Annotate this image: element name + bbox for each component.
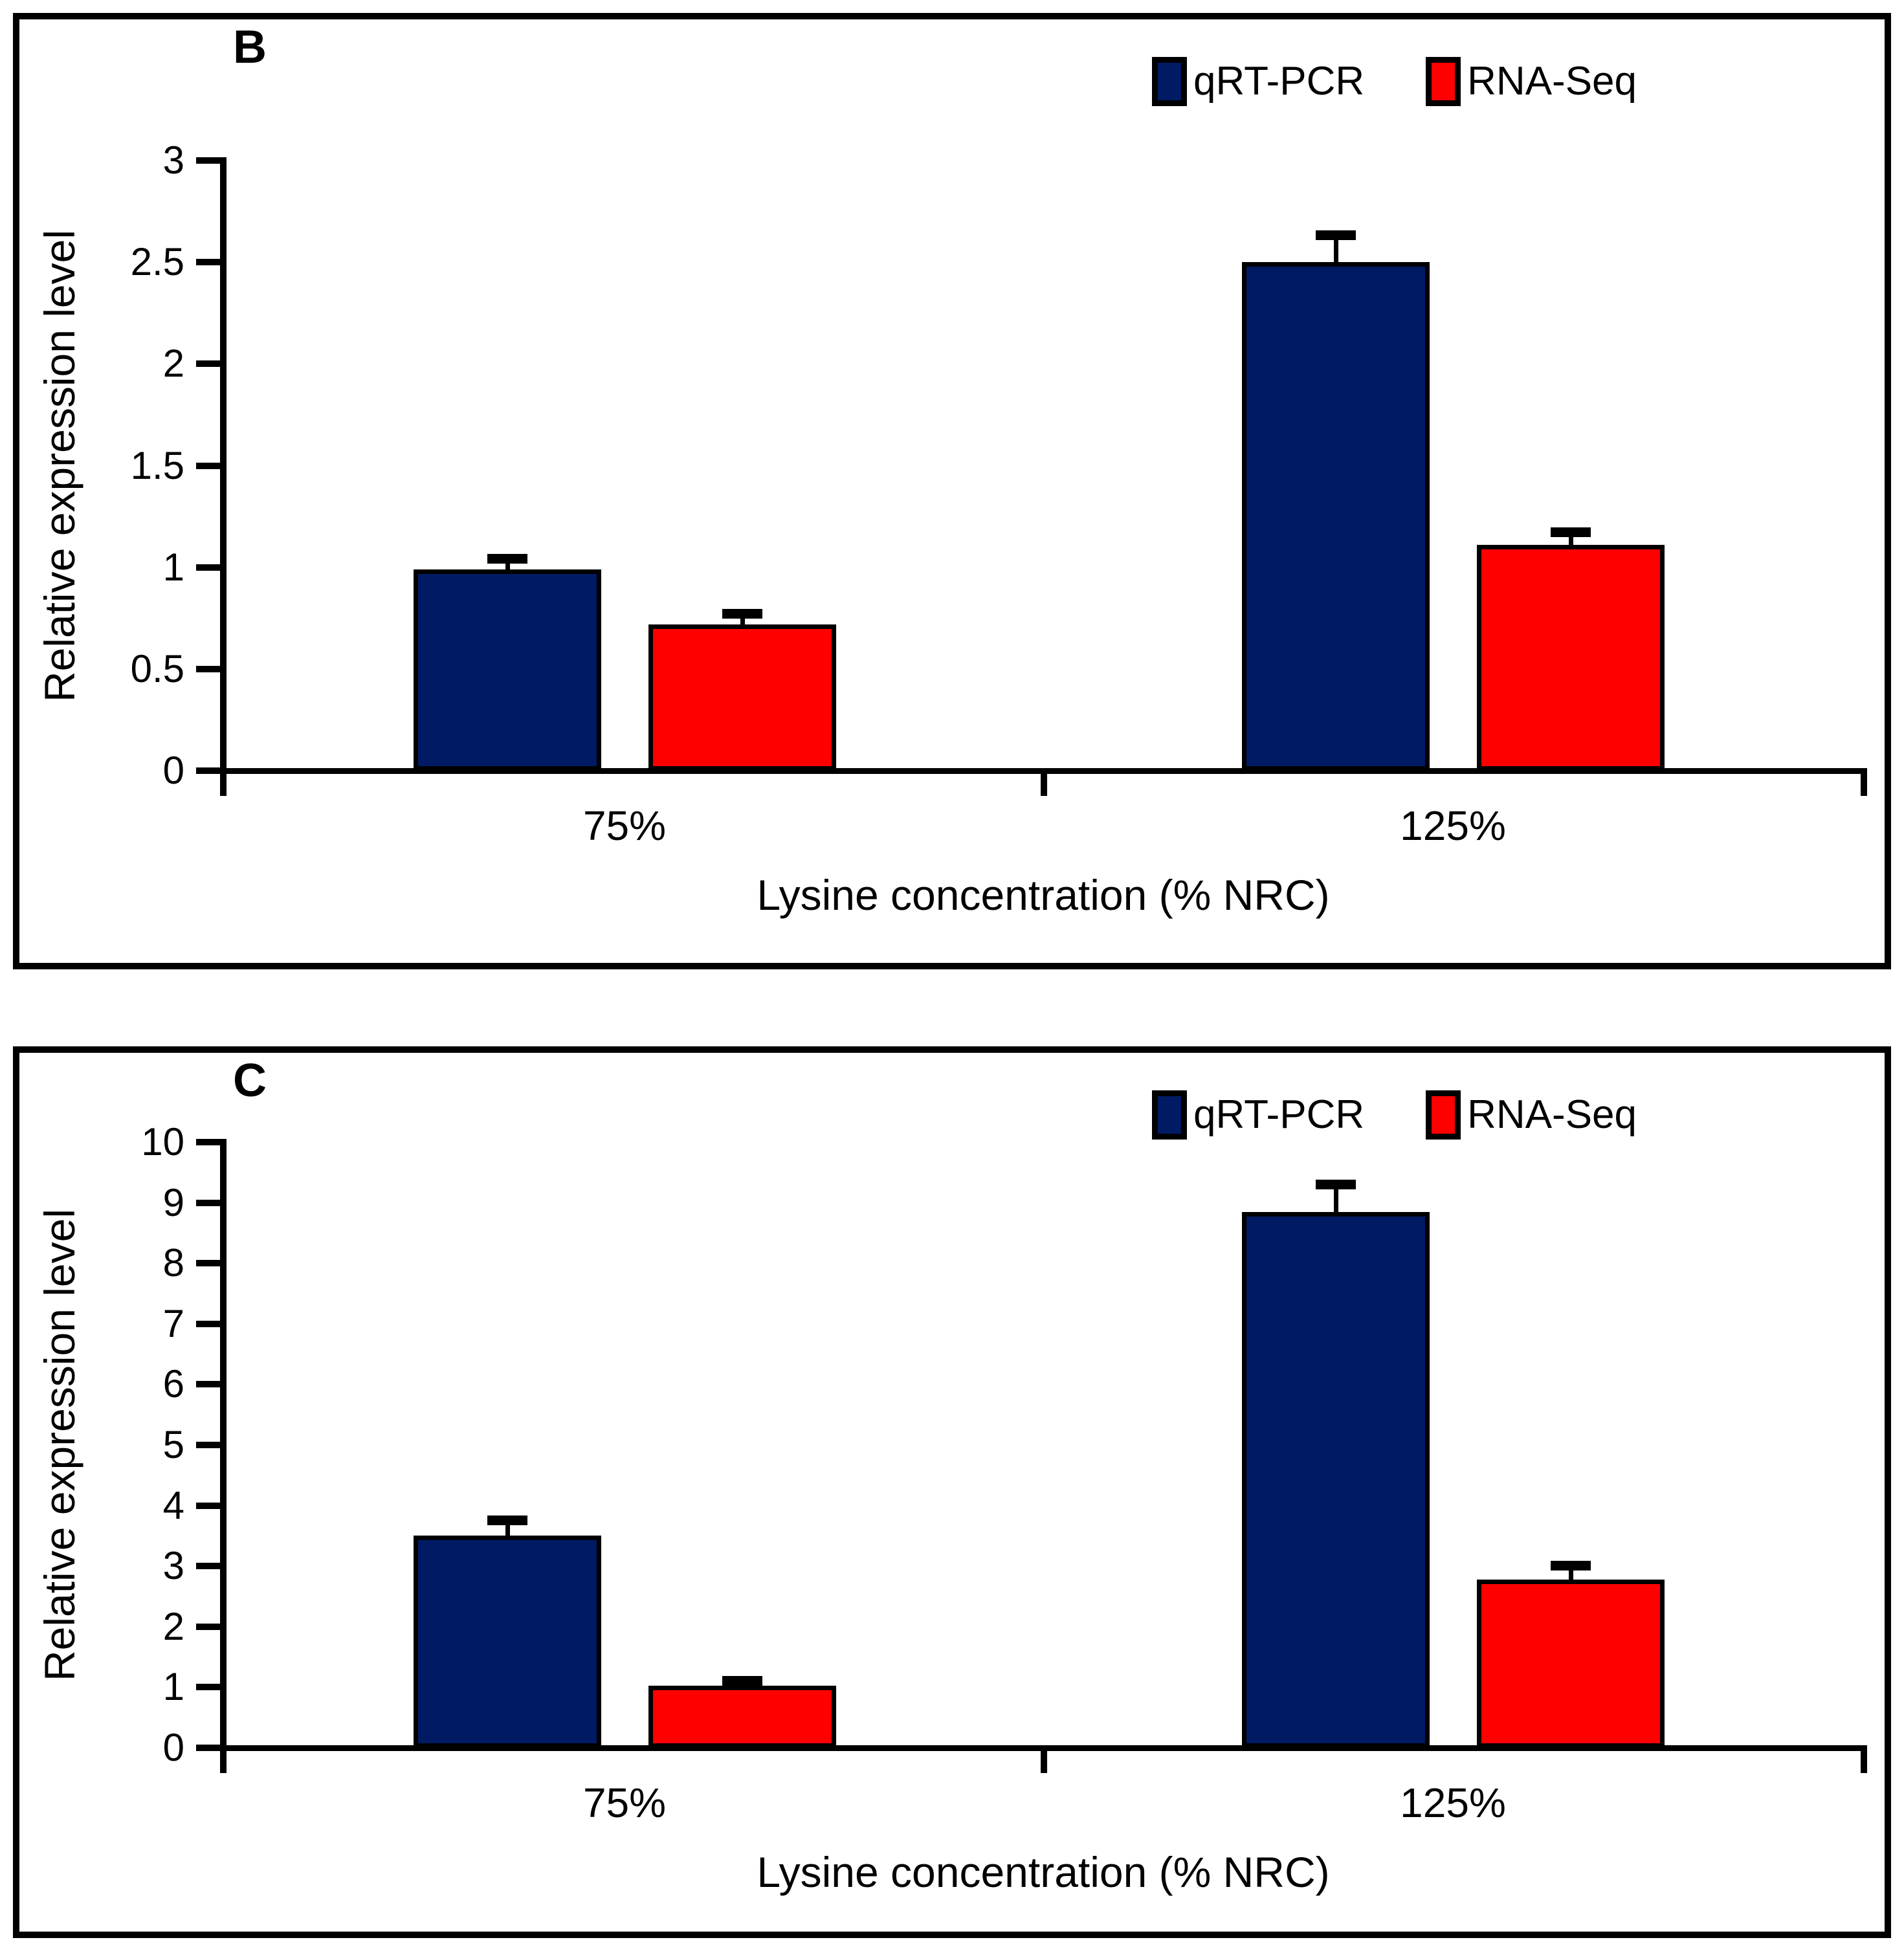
legend-swatch-rna-seq — [1426, 57, 1461, 106]
x-tick — [1861, 774, 1867, 796]
y-axis-title-c: Relative expression level — [36, 1208, 83, 1682]
x-tick — [1041, 1751, 1047, 1773]
error-bar-cap — [487, 1516, 527, 1525]
error-bar-stem — [1334, 236, 1338, 262]
error-bar-stem — [740, 614, 745, 624]
y-tick — [196, 1745, 223, 1751]
y-tick-label: 9 — [162, 1181, 184, 1224]
x-axis-title-c: Lysine concentration (% NRC) — [757, 1848, 1330, 1896]
y-tick-label: 1.5 — [130, 444, 184, 487]
y-tick — [196, 1260, 223, 1266]
error-bar-stem — [505, 1521, 510, 1536]
legend-label: qRT-PCR — [1193, 1092, 1365, 1137]
y-axis-title-b: Relative expression level — [36, 229, 83, 703]
y-tick — [196, 1684, 223, 1690]
error-bar-cap — [722, 1676, 762, 1686]
x-category-label: 75% — [582, 802, 667, 849]
x-axis — [220, 1745, 1867, 1751]
error-bar-cap — [1316, 1180, 1356, 1189]
y-tick — [196, 1624, 223, 1630]
y-tick — [196, 1442, 223, 1448]
panel-letter-b: B — [233, 21, 267, 73]
y-tick — [196, 360, 223, 367]
bar-qrt-pcr-125% — [1242, 262, 1430, 771]
y-tick-label: 3 — [162, 1544, 184, 1587]
y-tick-label: 0 — [162, 1726, 184, 1769]
y-tick-label: 1 — [162, 1665, 184, 1708]
y-tick-label: 3 — [162, 138, 184, 182]
bar-rna-seq-75% — [648, 624, 836, 771]
y-tick-label: 10 — [141, 1120, 184, 1163]
error-bar-stem — [1569, 1566, 1573, 1580]
plot-area-c: 0 1 2 3 4 5 6 7 8 9 10 75% 125% — [19, 1053, 1885, 1932]
bar-rna-seq-125% — [1477, 545, 1665, 771]
error-bar-cap — [1551, 527, 1591, 537]
y-tick — [196, 157, 223, 164]
y-tick-label: 4 — [162, 1484, 184, 1527]
y-axis — [220, 157, 227, 777]
y-tick-label: 7 — [162, 1302, 184, 1345]
legend-swatch-rna-seq — [1426, 1090, 1461, 1140]
legend-item-rna-seq: RNA-Seq — [1426, 57, 1637, 106]
error-bar-stem — [505, 559, 510, 569]
panel-letter-c: C — [233, 1055, 267, 1107]
y-tick — [196, 1200, 223, 1206]
x-tick — [1041, 774, 1047, 796]
error-bar-cap — [722, 609, 762, 619]
y-tick — [196, 1563, 223, 1569]
x-axis — [220, 768, 1867, 774]
y-tick-label: 2.5 — [130, 240, 184, 283]
legend-swatch-qrt-pcr — [1152, 1090, 1187, 1140]
legend-c: qRT-PCR RNA-Seq — [1152, 1090, 1637, 1140]
bar-rna-seq-75% — [648, 1686, 836, 1748]
bar-rna-seq-125% — [1477, 1580, 1665, 1748]
x-axis-title-b: Lysine concentration (% NRC) — [757, 871, 1330, 919]
bar-qrt-pcr-75% — [414, 1536, 601, 1748]
y-tick-label: 2 — [162, 1605, 184, 1648]
y-tick — [196, 1321, 223, 1327]
y-tick-label: 2 — [162, 342, 184, 385]
legend-b: qRT-PCR RNA-Seq — [1152, 57, 1637, 106]
bar-qrt-pcr-125% — [1242, 1212, 1430, 1748]
legend-swatch-qrt-pcr — [1152, 57, 1187, 106]
legend-label: RNA-Seq — [1467, 59, 1637, 104]
legend-item-qrt-pcr: qRT-PCR — [1152, 57, 1364, 106]
x-tick — [220, 1751, 227, 1773]
y-tick — [196, 1139, 223, 1145]
y-tick — [196, 1381, 223, 1387]
y-tick-label: 5 — [162, 1423, 184, 1466]
legend-item-rna-seq: RNA-Seq — [1426, 1090, 1637, 1140]
x-category-label: 125% — [1400, 1780, 1506, 1826]
legend-label: RNA-Seq — [1467, 1092, 1637, 1137]
x-category-label: 125% — [1400, 802, 1506, 849]
x-tick — [1861, 1751, 1867, 1773]
x-category-label: 75% — [582, 1780, 667, 1826]
error-bar-cap — [1551, 1561, 1591, 1571]
y-tick — [196, 666, 223, 672]
panel-b: B qRT-PCR RNA-Seq 0 0.5 1 1.5 2 2.5 3 75% 125% Re… — [13, 13, 1891, 969]
bar-qrt-pcr-75% — [414, 569, 601, 771]
y-tick — [196, 564, 223, 571]
y-tick-label: 8 — [162, 1241, 184, 1284]
y-tick — [196, 1503, 223, 1509]
panel-c: C qRT-PCR RNA-Seq 0 1 2 3 4 5 6 7 8 9 10 75% 125% Rel… — [13, 1046, 1891, 1938]
plot-area-b: 0 0.5 1 1.5 2 2.5 3 75% 125% — [19, 19, 1885, 963]
error-bar-stem — [1334, 1185, 1338, 1212]
y-tick-label: 1 — [162, 546, 184, 589]
x-tick — [220, 774, 227, 796]
error-bar-stem — [1569, 533, 1573, 545]
y-tick — [196, 463, 223, 469]
legend-item-qrt-pcr: qRT-PCR — [1152, 1090, 1364, 1140]
error-bar-cap — [487, 554, 527, 564]
y-tick-label: 0 — [162, 749, 184, 792]
y-axis — [220, 1139, 227, 1754]
legend-label: qRT-PCR — [1193, 59, 1365, 104]
y-tick — [196, 767, 223, 774]
y-tick — [196, 259, 223, 265]
y-tick-label: 0.5 — [130, 647, 184, 690]
y-tick-label: 6 — [162, 1362, 184, 1405]
error-bar-cap — [1316, 230, 1356, 240]
